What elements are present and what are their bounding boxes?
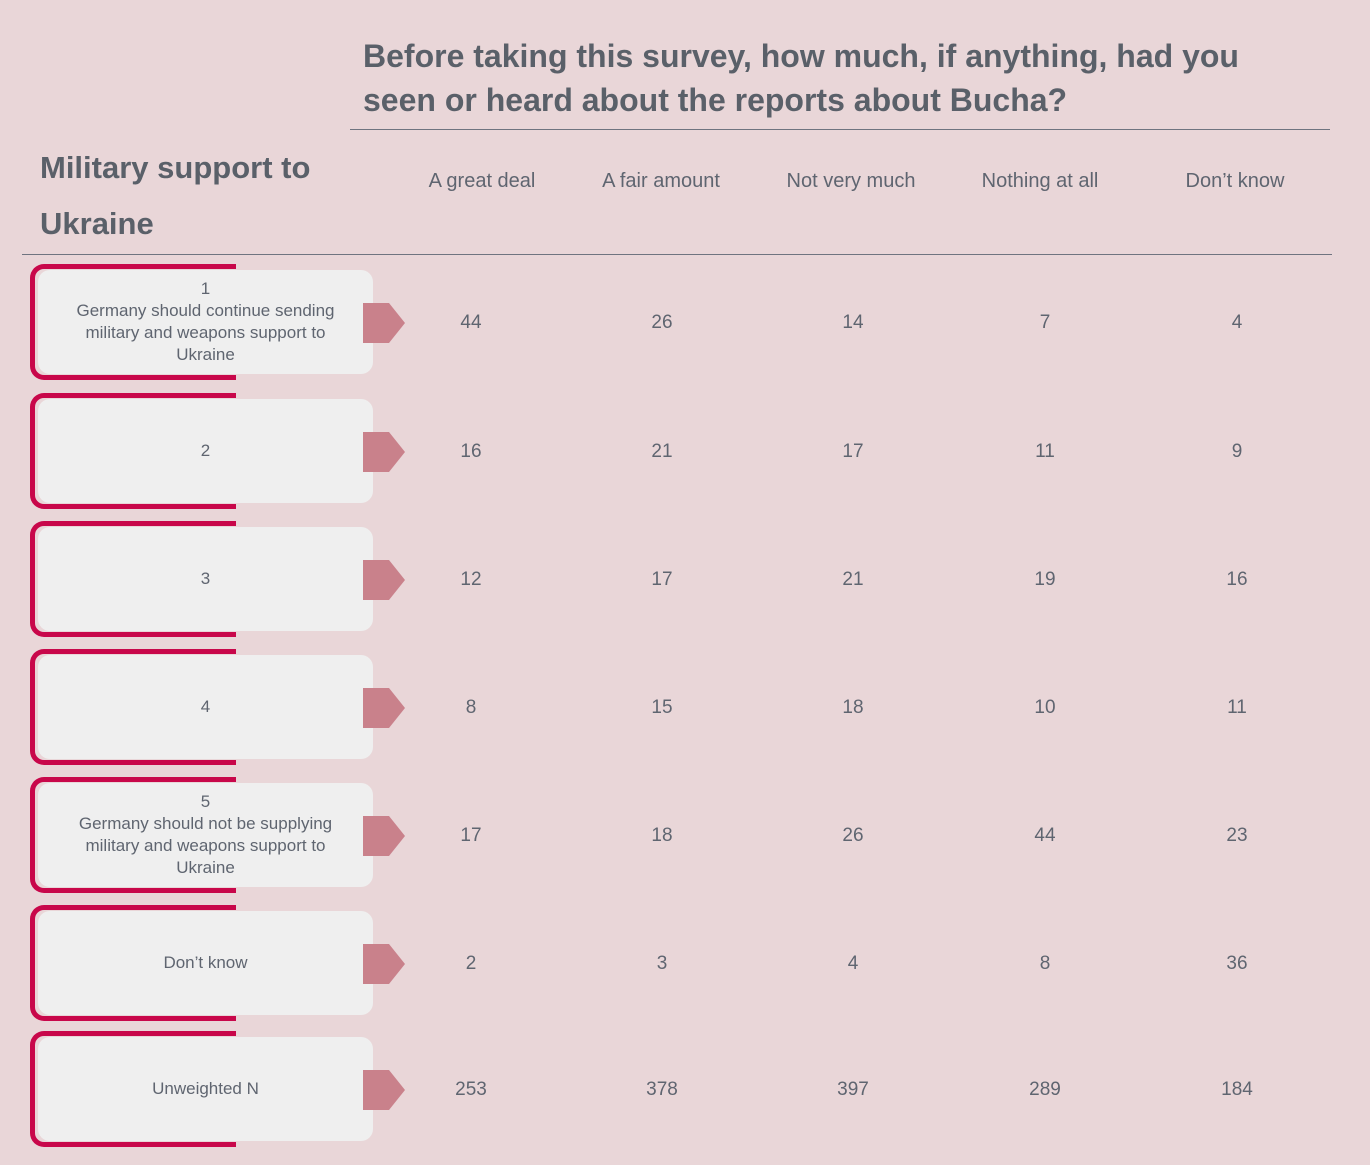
table-cell-value: 16 xyxy=(460,441,482,462)
table-cell-value: 397 xyxy=(837,1079,869,1100)
row-label-card: 2 xyxy=(38,399,373,503)
header-rule xyxy=(22,254,1332,255)
column-header: Nothing at all xyxy=(981,170,1099,192)
table-cell-value: 44 xyxy=(460,312,482,333)
table-cell-value: 11 xyxy=(1227,697,1247,718)
table-cell-value: 15 xyxy=(651,697,673,718)
row-frame xyxy=(30,905,236,1021)
table-row: Don’t know 2 3 4 8 36 xyxy=(0,905,1370,1021)
row-frame xyxy=(30,393,236,509)
column-header: A fair amount xyxy=(602,170,720,192)
column-header: A great deal xyxy=(428,170,536,192)
row-label-card: 1 Germany should continue sending milita… xyxy=(38,270,373,374)
row-arrow-icon xyxy=(363,816,405,856)
table-cell-value: 8 xyxy=(1039,953,1051,974)
row-frame xyxy=(30,521,236,637)
table-cell-value: 26 xyxy=(651,312,673,333)
table-cell-value: 184 xyxy=(1221,1079,1253,1100)
row-label: 3 xyxy=(200,569,211,588)
column-header: Don’t know xyxy=(1185,170,1285,192)
table-cell-value: 10 xyxy=(1034,697,1056,718)
row-label: 1 Germany should continue sending milita… xyxy=(76,279,335,364)
table-cell-value: 4 xyxy=(847,953,859,974)
table-cell-value: 21 xyxy=(842,569,864,590)
table-cell-value: 12 xyxy=(460,569,482,590)
table-cell-value: 16 xyxy=(1226,569,1248,590)
row-arrow-icon xyxy=(363,944,405,984)
table-cell-value: 17 xyxy=(651,569,673,590)
table-cell-value: 289 xyxy=(1029,1079,1061,1100)
table-cell-value: 253 xyxy=(455,1079,487,1100)
row-label-card: 3 xyxy=(38,527,373,631)
column-header: Not very much xyxy=(786,170,916,192)
row-frame xyxy=(30,264,236,380)
table-cell-value: 44 xyxy=(1034,825,1056,846)
table-cell-value: 26 xyxy=(842,825,864,846)
table-cell-value: 21 xyxy=(651,441,673,462)
table-cell-value: 17 xyxy=(460,825,482,846)
table-row: 3 12 17 21 19 16 xyxy=(0,521,1370,637)
row-arrow-icon xyxy=(363,303,405,343)
table-row: 4 8 15 18 10 11 xyxy=(0,649,1370,765)
row-label: 2 xyxy=(200,441,211,460)
row-frame xyxy=(30,649,236,765)
table-cell-value: 14 xyxy=(842,312,864,333)
row-label: Don’t know xyxy=(163,953,248,972)
row-arrow-icon xyxy=(363,560,405,600)
chart-title: Before taking this survey, how much, if … xyxy=(363,38,1239,118)
row-label-card: Unweighted N xyxy=(38,1037,373,1141)
row-frame xyxy=(30,777,236,893)
table-cell-value: 18 xyxy=(651,825,673,846)
table-cell-value: 19 xyxy=(1034,569,1056,590)
row-arrow-icon xyxy=(363,688,405,728)
table-row: Unweighted N 253 378 397 289 184 xyxy=(0,1031,1370,1147)
table-cell-value: 7 xyxy=(1039,312,1051,333)
table-row: 5 Germany should not be supplying milita… xyxy=(0,777,1370,893)
row-header-title: Military support to Ukraine xyxy=(40,150,311,241)
row-label-card: 4 xyxy=(38,655,373,759)
table-cell-value: 23 xyxy=(1226,825,1248,846)
table-cell-value: 3 xyxy=(656,953,668,974)
table-cell-value: 18 xyxy=(842,697,864,718)
row-arrow-icon xyxy=(363,1070,405,1110)
title-rule xyxy=(350,129,1330,130)
row-arrow-icon xyxy=(363,432,405,472)
row-label: 4 xyxy=(200,697,211,716)
table-cell-value: 8 xyxy=(465,697,477,718)
row-label-card: Don’t know xyxy=(38,911,373,1015)
table-row: 2 16 21 17 11 9 xyxy=(0,393,1370,509)
table-cell-value: 378 xyxy=(646,1079,678,1100)
table-cell-value: 2 xyxy=(465,953,477,974)
row-frame xyxy=(30,1031,236,1147)
table-cell-value: 17 xyxy=(842,441,864,462)
table-cell-value: 9 xyxy=(1231,441,1243,462)
row-label: 5 Germany should not be supplying milita… xyxy=(78,792,333,877)
row-label-card: 5 Germany should not be supplying milita… xyxy=(38,783,373,887)
table-cell-value: 4 xyxy=(1231,312,1243,333)
table-cell-value: 11 xyxy=(1035,441,1055,462)
table-row: 1 Germany should continue sending milita… xyxy=(0,264,1370,380)
row-label: Unweighted N xyxy=(152,1079,259,1098)
table-cell-value: 36 xyxy=(1226,953,1248,974)
